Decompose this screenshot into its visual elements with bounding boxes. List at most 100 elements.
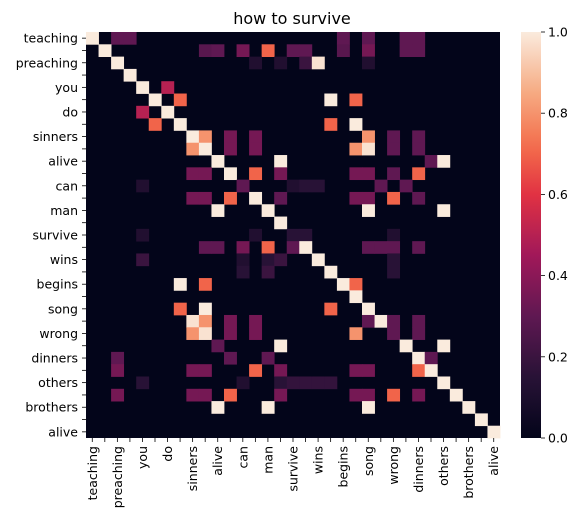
y-tick-label: sinners bbox=[33, 129, 78, 144]
heatmap-cell bbox=[349, 118, 363, 131]
heatmap-cell bbox=[211, 204, 225, 217]
chart-title: how to survive bbox=[233, 9, 351, 28]
heatmap-cell bbox=[399, 339, 413, 353]
x-tick-label: do bbox=[160, 446, 175, 462]
heatmap-cell bbox=[324, 265, 338, 279]
heatmap-cell bbox=[299, 376, 313, 390]
heatmap-cell bbox=[198, 167, 212, 181]
heatmap-cell bbox=[362, 401, 375, 414]
y-tick-label: dinners bbox=[31, 351, 78, 366]
heatmap-cell bbox=[236, 265, 250, 279]
heatmap-cell bbox=[211, 44, 225, 57]
heatmap-cell bbox=[186, 364, 200, 377]
x-tick-label: sinners bbox=[185, 446, 200, 491]
heatmap-cell bbox=[136, 179, 150, 193]
heatmap-cell bbox=[362, 167, 375, 181]
heatmap-cell bbox=[299, 44, 313, 57]
heatmap-cell bbox=[362, 44, 375, 57]
heatmap-cell bbox=[249, 314, 263, 328]
heatmap-cell bbox=[261, 351, 275, 365]
heatmap-cell bbox=[362, 56, 375, 70]
heatmap-cell bbox=[387, 191, 401, 205]
heatmap-cell bbox=[336, 278, 350, 291]
heatmap-cell bbox=[299, 228, 313, 242]
heatmap-cell bbox=[98, 44, 112, 57]
heatmap-cell bbox=[362, 204, 375, 217]
heatmap-cell bbox=[362, 130, 375, 144]
heatmap-cell bbox=[474, 413, 488, 427]
heatmap-cell bbox=[261, 401, 275, 414]
heatmap-cell bbox=[412, 142, 426, 156]
heatmap-cell bbox=[123, 68, 137, 82]
colorbar-tick-label: 0.4 bbox=[548, 268, 568, 283]
heatmap-cell bbox=[148, 118, 162, 131]
y-tick-label: others bbox=[38, 375, 78, 390]
heatmap-cell bbox=[274, 191, 288, 205]
heatmap-cell bbox=[224, 351, 237, 365]
heatmap-cell bbox=[349, 327, 363, 340]
y-tick-label: begins bbox=[37, 277, 78, 292]
heatmap-cell bbox=[362, 191, 375, 205]
heatmap-cell bbox=[349, 290, 363, 304]
colorbar-tick-label: 0.0 bbox=[548, 431, 568, 446]
x-tick-label: others bbox=[436, 446, 451, 486]
heatmap-cell bbox=[349, 142, 363, 156]
y-tick-label: brothers bbox=[25, 400, 78, 415]
y-tick-label: you bbox=[55, 80, 78, 95]
heatmap-cell bbox=[249, 56, 263, 70]
heatmap-cell bbox=[311, 56, 325, 70]
x-tick-label: man bbox=[260, 446, 275, 474]
colorbar-tick-label: 0.8 bbox=[548, 106, 568, 121]
y-tick-label: alive bbox=[48, 154, 78, 169]
heatmap-cell bbox=[186, 388, 200, 402]
heatmap-cell bbox=[374, 179, 388, 193]
heatmap-cell bbox=[374, 241, 388, 254]
heatmap-cell bbox=[362, 142, 375, 156]
heatmap-cell bbox=[299, 56, 313, 70]
y-tick-label: song bbox=[48, 301, 78, 316]
y-tick-label: preaching bbox=[16, 55, 78, 70]
heatmap-cell bbox=[86, 32, 99, 45]
heatmap-cell bbox=[198, 241, 212, 254]
heatmap-cell bbox=[111, 364, 125, 377]
heatmap-cell bbox=[236, 241, 250, 254]
heatmap-cell bbox=[412, 364, 426, 377]
heatmap-cell bbox=[299, 179, 313, 193]
heatmap-cell bbox=[299, 241, 313, 254]
heatmap-cell bbox=[186, 142, 200, 156]
heatmap-cell bbox=[186, 167, 200, 181]
heatmap-cell bbox=[186, 327, 200, 340]
heatmap-cell bbox=[198, 364, 212, 377]
heatmap-cell bbox=[274, 364, 288, 377]
heatmap-cell bbox=[349, 364, 363, 377]
y-tick-label: wrong bbox=[39, 326, 78, 341]
heatmap-cell bbox=[387, 314, 401, 328]
heatmap-cell bbox=[324, 302, 338, 316]
heatmap-cell bbox=[123, 32, 137, 45]
heatmap-cell bbox=[249, 327, 263, 340]
heatmap-cell bbox=[224, 314, 237, 328]
heatmap-cell bbox=[412, 241, 426, 254]
heatmap-cell bbox=[412, 191, 426, 205]
heatmap-cell bbox=[136, 81, 150, 94]
heatmap-cell bbox=[399, 44, 413, 57]
heatmap-cell bbox=[236, 253, 250, 267]
heatmap-cell bbox=[274, 155, 288, 168]
heatmap-cell bbox=[324, 118, 338, 131]
x-tick-label: survive bbox=[286, 446, 301, 492]
heatmap-cell bbox=[362, 32, 375, 45]
y-axis-ticks: teaching preaching you do sinners alive can man… bbox=[16, 31, 86, 439]
colorbar-gradient bbox=[521, 32, 541, 438]
heatmap-cells bbox=[86, 32, 501, 439]
colorbar-tick-label: 0.6 bbox=[548, 187, 568, 202]
heatmap-cell bbox=[136, 253, 150, 267]
heatmap-cell bbox=[249, 167, 263, 181]
heatmap-cell bbox=[211, 241, 225, 254]
x-tick-label: song bbox=[361, 446, 376, 476]
heatmap-cell bbox=[161, 105, 175, 119]
heatmap-cell bbox=[424, 364, 438, 377]
heatmap-cell bbox=[261, 253, 275, 267]
heatmap-cell bbox=[249, 191, 263, 205]
heatmap-cell bbox=[161, 81, 175, 94]
heatmap-cell bbox=[198, 44, 212, 57]
